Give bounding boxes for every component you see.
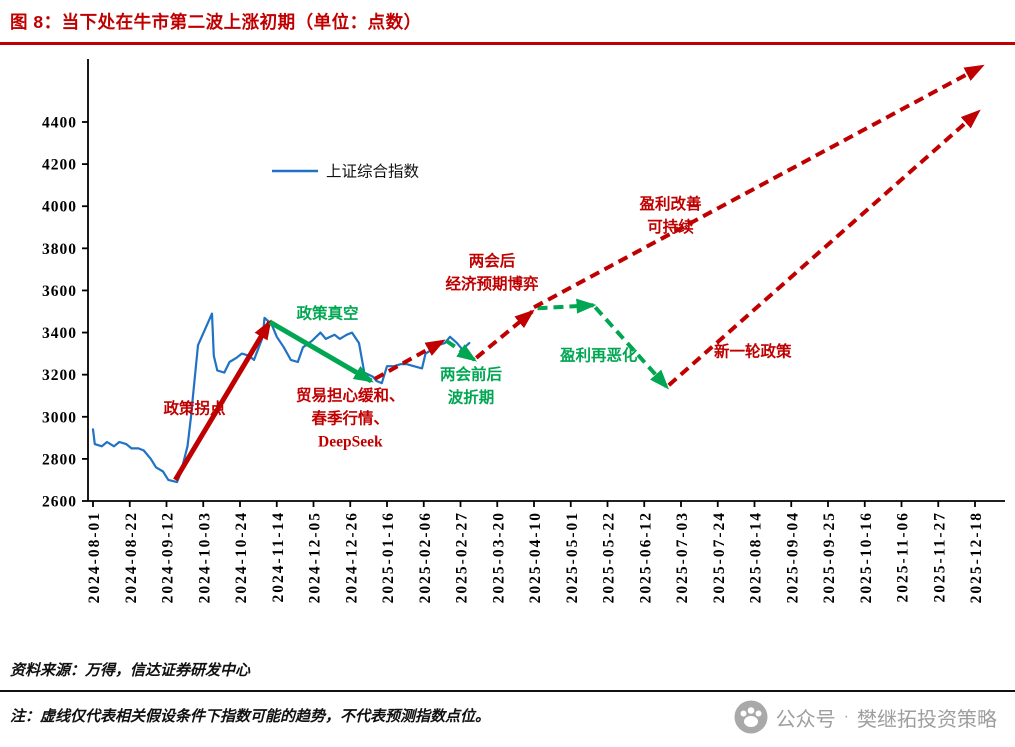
post-two-sessions-rally-arrow bbox=[475, 309, 535, 360]
x-tick-label: 2024-08-22 bbox=[123, 511, 140, 603]
profit-improvement-arrow bbox=[533, 64, 985, 310]
y-tick-label: 2600 bbox=[42, 494, 77, 511]
two-sessions-dip-arrow bbox=[445, 339, 477, 362]
ann-policy-pivot: 政策拐点 bbox=[163, 398, 226, 417]
watermark: 公众号 · 樊继拓投资策略 bbox=[734, 700, 997, 734]
ann-trade-spring-deepseek: 贸易担心缓和、 bbox=[296, 386, 405, 405]
x-tick-label: 2025-02-27 bbox=[454, 511, 471, 603]
y-tick-label: 3600 bbox=[42, 283, 77, 300]
watermark-account-name: 樊继拓投资策略 bbox=[857, 708, 997, 731]
y-tick-label: 4000 bbox=[42, 199, 77, 216]
x-tick-label: 2024-10-24 bbox=[233, 511, 250, 603]
sideways-game-arrow bbox=[537, 298, 597, 314]
y-tick-label: 3200 bbox=[42, 367, 77, 384]
y-tick-label: 4400 bbox=[42, 115, 77, 132]
ann-trade-spring-deepseek: 春季行情、 bbox=[311, 409, 390, 428]
x-tick-label: 2025-01-16 bbox=[380, 511, 397, 603]
pre-two-sessions-rise-arrow bbox=[373, 339, 446, 381]
line-chart-canvas: 2600 2800 3000 3200 3400 3600 3800 4000 4200 4400… bbox=[42, 59, 1005, 603]
y-tick-label: 3000 bbox=[42, 409, 77, 426]
x-tick-label: 2025-11-27 bbox=[931, 511, 948, 602]
x-tick-label: 2025-07-03 bbox=[674, 511, 691, 603]
y-tick-label: 3800 bbox=[42, 241, 77, 258]
ann-profit-worse: 盈利再恶化 bbox=[559, 346, 638, 365]
ann-policy-vacuum: 政策真空 bbox=[296, 304, 358, 323]
ann-two-sessions-period: 波折期 bbox=[448, 388, 495, 407]
note-text: 注：虚线仅代表相关假设条件下指数可能的趋势，不代表预测指数点位。 bbox=[10, 709, 491, 725]
x-tick-label: 2024-08-01 bbox=[86, 511, 103, 603]
ann-profit-improve: 可持续 bbox=[647, 217, 694, 236]
policy-vacuum-arrow bbox=[268, 319, 374, 384]
figure-header: 图 8：当下处在牛市第二波上涨初期（单位：点数） bbox=[0, 0, 1015, 45]
x-tick-label: 2024-11-14 bbox=[270, 511, 287, 602]
ann-post-two-sessions-game: 经济预期博弈 bbox=[445, 274, 539, 293]
new-policy-round-arrow bbox=[667, 109, 981, 387]
policy-pivot-arrow bbox=[173, 319, 272, 482]
source-row: 资料来源：万得，信达证券研发中心 bbox=[0, 651, 1015, 692]
figure-title: 图 8：当下处在牛市第二波上涨初期（单位：点数） bbox=[10, 12, 422, 32]
x-tick-label: 2025-11-06 bbox=[895, 511, 912, 602]
x-tick-label: 2025-06-12 bbox=[637, 511, 654, 603]
x-tick-label: 2024-09-12 bbox=[160, 511, 177, 603]
ann-two-sessions-period: 两会前后 bbox=[440, 365, 503, 384]
x-tick-label: 2025-05-22 bbox=[601, 511, 618, 603]
ann-trade-spring-deepseek: DeepSeek bbox=[318, 434, 383, 451]
y-tick-label: 3400 bbox=[42, 325, 77, 342]
bottom-row: 注：虚线仅代表相关假设条件下指数可能的趋势，不代表预测指数点位。 公众号 · 樊… bbox=[0, 692, 1015, 734]
x-tick-label: 2025-02-06 bbox=[417, 511, 434, 603]
index-line-series bbox=[91, 312, 471, 484]
watermark-separator: · bbox=[843, 708, 849, 725]
x-tick-label: 2025-08-14 bbox=[748, 511, 765, 603]
ann-post-two-sessions-game: 两会后 bbox=[469, 251, 516, 270]
x-tick-label: 2025-03-20 bbox=[490, 511, 507, 603]
x-tick-label: 2024-12-05 bbox=[307, 511, 324, 603]
watermark-paw-logo-icon bbox=[734, 700, 768, 734]
chart-area: 2600 2800 3000 3200 3400 3600 3800 4000 4200 4400… bbox=[0, 45, 1015, 651]
x-tick-label: 2025-09-25 bbox=[821, 511, 838, 603]
x-tick-label: 2025-09-04 bbox=[784, 511, 801, 603]
source-text: 资料来源：万得，信达证券研发中心 bbox=[10, 663, 251, 679]
x-tick-label: 2024-12-26 bbox=[343, 511, 360, 603]
x-tick-label: 2024-10-03 bbox=[196, 511, 213, 603]
profit-deterioration-arrow bbox=[593, 305, 670, 390]
ann-profit-improve: 盈利改善 bbox=[638, 194, 702, 213]
y-tick-label: 2800 bbox=[42, 451, 77, 468]
ann-new-policy: 新一轮政策 bbox=[714, 342, 792, 361]
watermark-account-label: 公众号 bbox=[775, 708, 836, 731]
x-tick-label: 2025-05-01 bbox=[564, 511, 581, 603]
legend-label: 上证综合指数 bbox=[326, 163, 420, 181]
x-tick-label: 2025-12-18 bbox=[968, 511, 985, 603]
x-tick-label: 2025-10-16 bbox=[858, 511, 875, 603]
y-tick-label: 4200 bbox=[42, 157, 77, 174]
x-tick-label: 2025-07-24 bbox=[711, 511, 728, 603]
x-tick-label: 2025-04-10 bbox=[527, 511, 544, 603]
